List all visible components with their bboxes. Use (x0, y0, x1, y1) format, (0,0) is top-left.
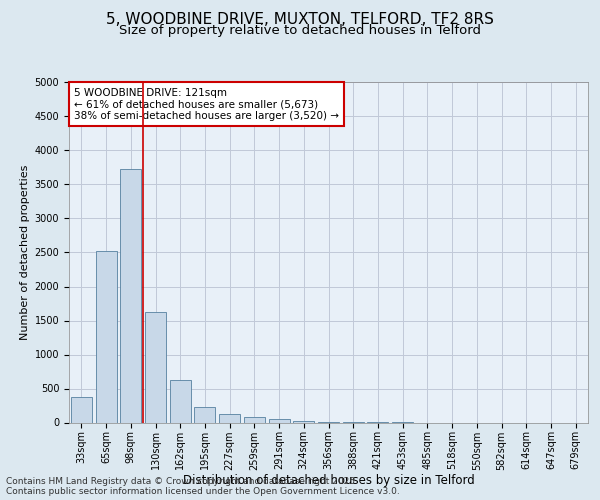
Bar (244, 418, 265, 422)
Y-axis label: Number of detached properties: Number of detached properties (20, 165, 31, 340)
Bar (120, 169, 141, 422)
Bar (269, 420, 290, 422)
Text: 5, WOODBINE DRIVE, MUXTON, TELFORD, TF2 8RS: 5, WOODBINE DRIVE, MUXTON, TELFORD, TF2 … (106, 12, 494, 28)
Bar (219, 414, 240, 422)
Text: Contains public sector information licensed under the Open Government Licence v3: Contains public sector information licen… (6, 487, 400, 496)
X-axis label: Distribution of detached houses by size in Telford: Distribution of detached houses by size … (182, 474, 475, 487)
Text: Size of property relative to detached houses in Telford: Size of property relative to detached ho… (119, 24, 481, 37)
Text: 5 WOODBINE DRIVE: 121sqm
← 61% of detached houses are smaller (5,673)
38% of sem: 5 WOODBINE DRIVE: 121sqm ← 61% of detach… (74, 88, 339, 121)
Bar (194, 407, 215, 422)
Bar (95, 251, 116, 422)
Bar (170, 380, 191, 422)
Bar (71, 398, 92, 422)
Text: Contains HM Land Registry data © Crown copyright and database right 2025.: Contains HM Land Registry data © Crown c… (6, 477, 358, 486)
Bar (145, 312, 166, 422)
Bar (293, 421, 314, 422)
